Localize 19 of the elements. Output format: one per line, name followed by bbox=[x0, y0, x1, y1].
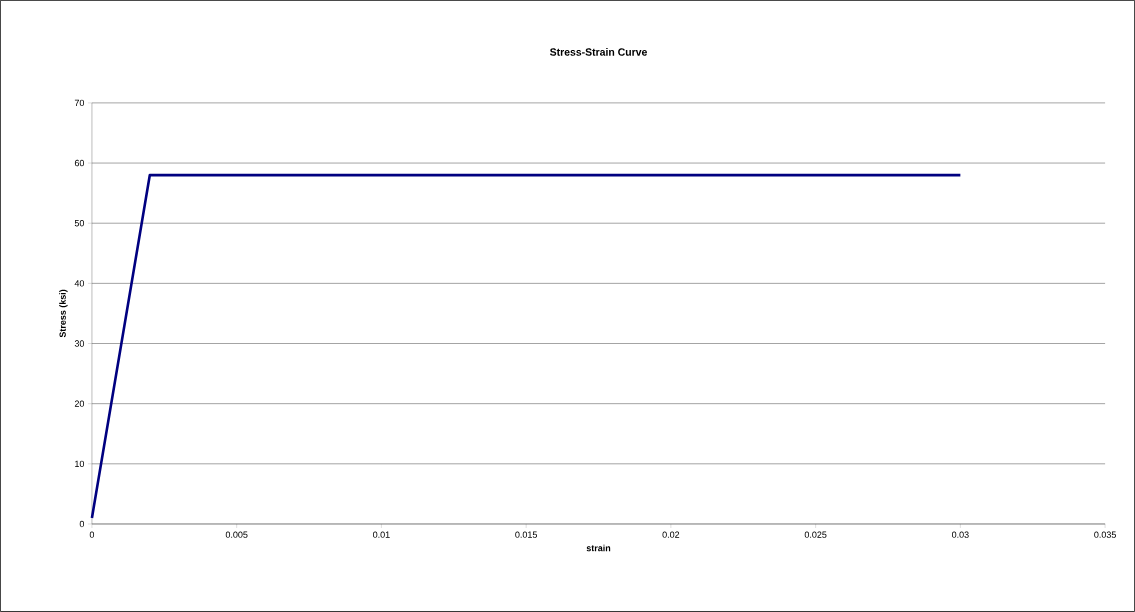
y-tick-label: 30 bbox=[74, 340, 85, 347]
y-tick-label: 20 bbox=[74, 400, 85, 407]
x-tick-label: 0.015 bbox=[515, 531, 537, 538]
x-tick-label: 0.02 bbox=[662, 531, 680, 538]
x-tick-label: 0.025 bbox=[804, 531, 827, 538]
x-tick-label: 0.035 bbox=[1094, 531, 1116, 538]
y-axis-title: Stress (ksi) bbox=[59, 289, 68, 338]
y-tick-label: 50 bbox=[74, 220, 85, 227]
x-axis-title: strain bbox=[586, 544, 611, 552]
chart-title: Stress-Strain Curve bbox=[549, 48, 647, 56]
x-tick-label: 0 bbox=[89, 531, 95, 538]
y-tick-label: 70 bbox=[74, 99, 85, 107]
y-tick-label: 10 bbox=[75, 460, 85, 468]
x-tick-label: 0.005 bbox=[225, 531, 248, 538]
y-tick-label: 60 bbox=[74, 159, 85, 167]
x-tick-label: 0.01 bbox=[373, 531, 390, 538]
y-tick-label: 0 bbox=[79, 520, 85, 528]
y-tick-label: 40 bbox=[74, 280, 85, 287]
x-tick-label: 0.03 bbox=[951, 531, 969, 538]
